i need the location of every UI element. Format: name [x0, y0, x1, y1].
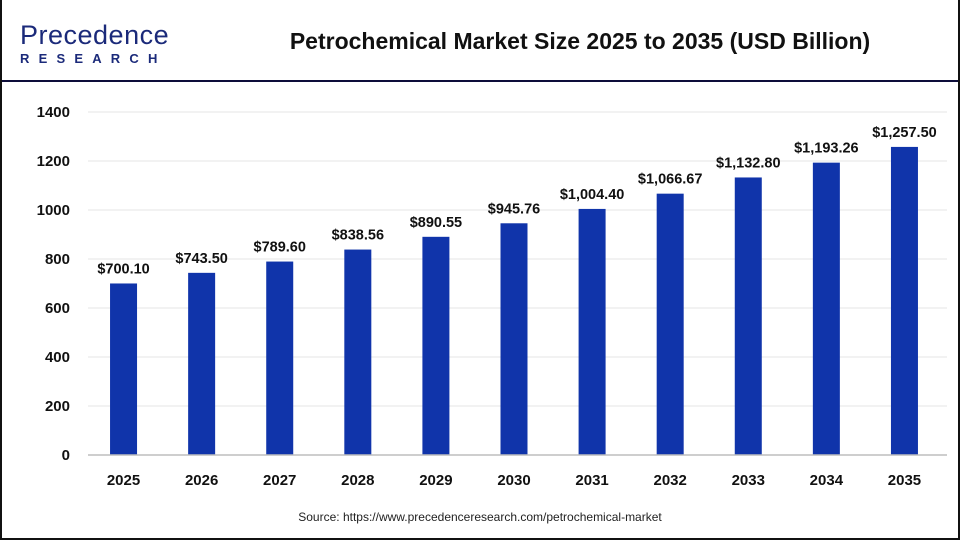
- data-label: $838.56: [332, 228, 384, 244]
- x-tick-label: 2025: [107, 472, 140, 489]
- y-tick-label: 600: [45, 300, 70, 317]
- y-tick-label: 400: [45, 349, 70, 366]
- data-label: $945.76: [488, 201, 540, 217]
- bar-2027: [266, 261, 294, 455]
- x-tick-label: 2027: [263, 472, 296, 489]
- x-tick-label: 2028: [341, 472, 374, 489]
- bar-2031: [578, 208, 606, 455]
- bar-2025: [110, 283, 138, 455]
- data-label: $1,066.67: [638, 172, 703, 188]
- bar-2034: [812, 162, 840, 455]
- y-tick-label: 1400: [37, 104, 70, 121]
- y-tick-label: 800: [45, 251, 70, 268]
- x-tick-label: 2029: [419, 472, 452, 489]
- x-tick-label: 2030: [497, 472, 530, 489]
- x-tick-label: 2032: [653, 472, 686, 489]
- x-tick-label: 2026: [185, 472, 218, 489]
- bar-2029: [422, 236, 450, 455]
- data-label: $1,193.26: [794, 141, 859, 157]
- logo-line2: RESEARCH: [20, 51, 167, 66]
- x-tick-label: 2035: [888, 472, 921, 489]
- data-label: $1,257.50: [872, 125, 937, 141]
- y-tick-label: 1000: [37, 202, 70, 219]
- bar-2026: [188, 272, 216, 455]
- chart-title: Petrochemical Market Size 2025 to 2035 (…: [289, 28, 871, 54]
- data-label: $1,004.40: [560, 187, 625, 203]
- bar-2035: [890, 146, 918, 455]
- header-divider: [2, 80, 958, 82]
- y-tick-label: 1200: [37, 153, 70, 170]
- data-label: $890.55: [410, 215, 462, 231]
- x-tick-label: 2033: [732, 472, 765, 489]
- data-label: $1,132.80: [716, 155, 781, 171]
- data-label: $789.60: [254, 240, 306, 256]
- y-tick-label: 200: [45, 398, 70, 415]
- bar-2033: [734, 177, 762, 456]
- data-label: $743.50: [175, 251, 227, 267]
- source-note: Source: https://www.precedenceresearch.c…: [298, 510, 662, 524]
- bar-2030: [500, 223, 528, 455]
- data-label: $700.10: [97, 261, 149, 277]
- y-tick-label: 0: [62, 447, 70, 464]
- logo-line1: Precedence: [20, 20, 170, 50]
- bar-2028: [344, 249, 372, 455]
- x-tick-label: 2034: [810, 472, 844, 489]
- x-tick-label: 2031: [575, 472, 608, 489]
- logo: Precedence RESEARCH: [20, 20, 170, 67]
- bar-2032: [656, 193, 684, 456]
